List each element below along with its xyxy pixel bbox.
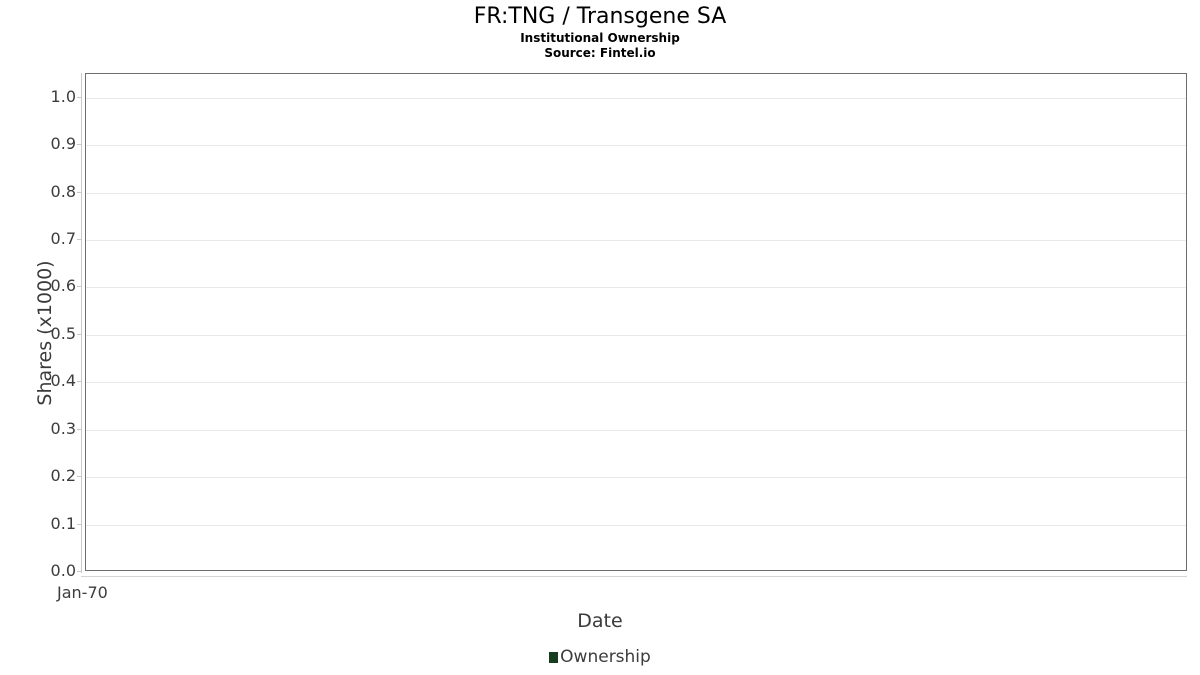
y-tick-label: 0.6 [50,276,76,296]
y-tick-mark [77,381,82,383]
gridline [86,240,1186,241]
y-tick-label: 0.0 [50,561,76,580]
y-tick-mark [77,333,82,335]
plot-area [85,73,1187,571]
y-tick-label: 0.2 [50,466,76,486]
gridline [86,429,1186,431]
y-tick-mark [77,286,82,288]
legend-item[interactable]: Ownership [549,648,651,667]
y-tick-label: 0.3 [50,418,76,438]
y-tick-mark [77,191,82,193]
y-tick-mark [77,523,82,525]
gridlines [86,74,1186,570]
gridline [86,382,1186,384]
legend-label: Ownership [560,647,651,667]
gridline [86,97,1186,99]
page-title: FR:TNG / Transgene SA [473,4,727,29]
x-axis-title: Date [577,610,623,632]
y-tick-mark [77,428,82,430]
gridline [86,145,1186,147]
y-tick-mark [77,239,82,240]
x-axis-spine [81,576,1187,577]
gridline [86,524,1186,526]
y-tick-label: 0.4 [50,371,76,391]
y-tick-label: 1.0 [50,86,76,106]
y-tick-mark [77,571,82,572]
y-tick-label: 0.9 [50,134,76,154]
y-tick-label: 0.7 [50,229,76,248]
legend-swatch-icon [549,652,559,663]
gridline [86,287,1186,289]
chart-header: FR:TNG / Transgene SA Institutional Owne… [0,0,1200,61]
y-axis-spine [81,73,82,573]
y-tick-label: 0.1 [50,513,76,533]
y-tick-label: 0.8 [50,181,76,201]
gridline [86,477,1186,479]
chart-subtitle: Institutional Ownership [520,31,680,45]
y-tick-mark [77,96,82,98]
gridline [86,192,1186,194]
y-axis-title: Shares (x1000) [34,260,56,406]
y-tick-mark [77,144,82,146]
y-tick-label: 0.5 [50,323,76,343]
gridline [86,334,1186,336]
x-tick-label: Jan-70 [57,583,108,602]
chart-legend: Ownership [0,648,1200,667]
y-tick-mark [77,476,82,478]
chart-source-attribution: Source: Fintel.io [544,46,656,60]
